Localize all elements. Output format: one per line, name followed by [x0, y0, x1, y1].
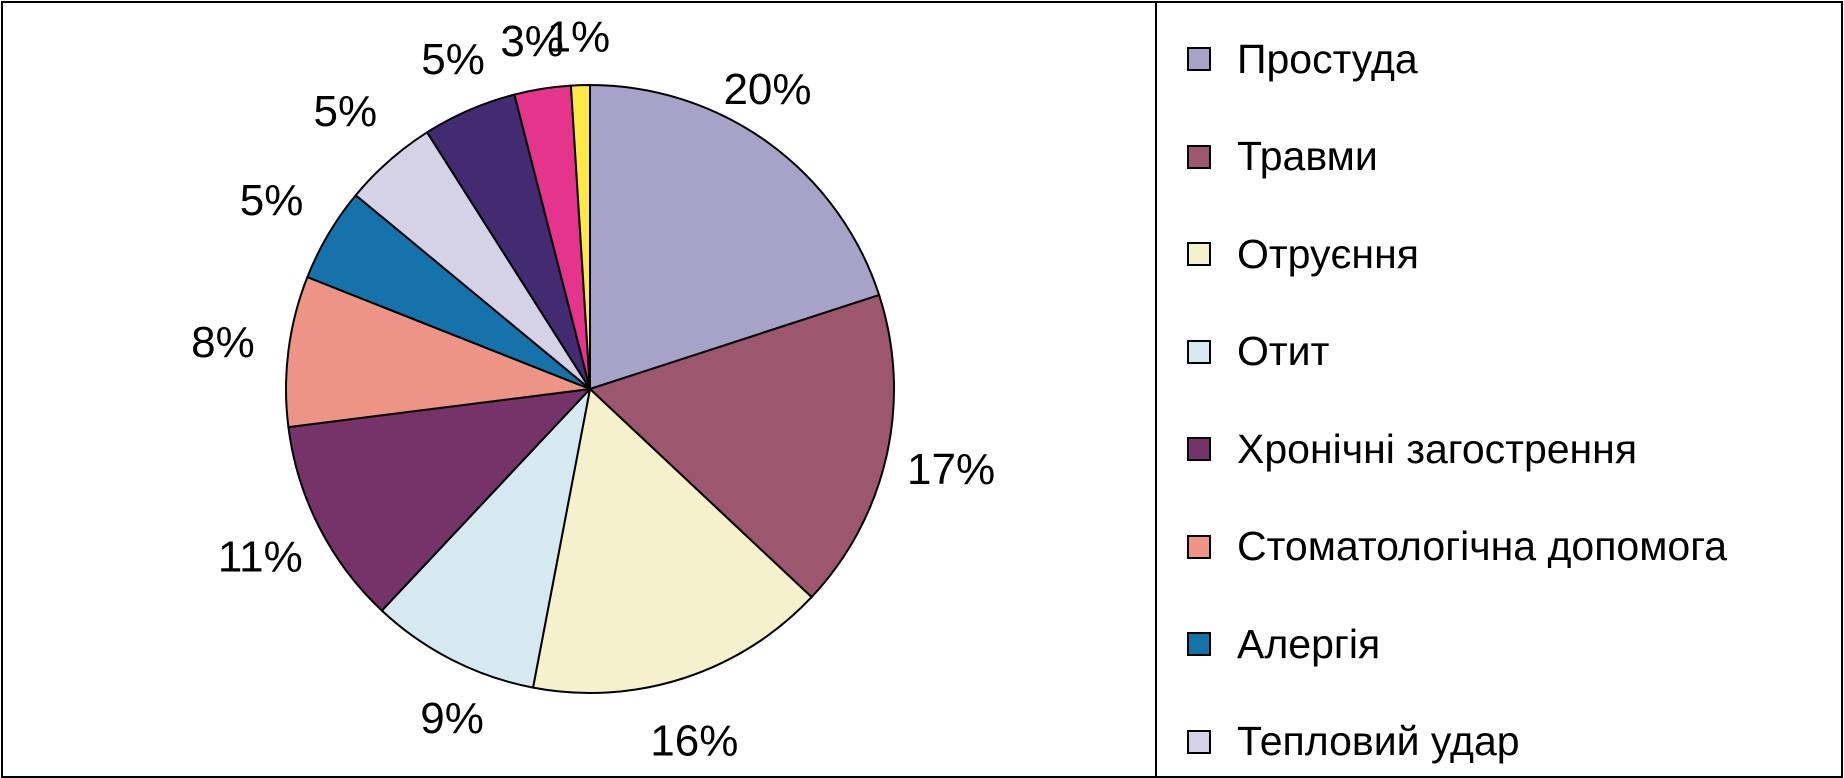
legend-swatch — [1187, 144, 1211, 169]
legend-label: Травми — [1237, 133, 1378, 179]
legend-swatch — [1187, 729, 1211, 754]
slice-label-5: 11% — [218, 532, 303, 581]
legend-item-7: Алергія — [1187, 619, 1380, 669]
slice-label-1: 20% — [723, 65, 811, 114]
legend-label: Алергія — [1237, 620, 1381, 667]
legend-swatch — [1187, 242, 1211, 266]
legend-item-6: Стоматологічна допомога — [1187, 522, 1727, 572]
slice-label-3: 16% — [650, 716, 738, 765]
pie-slice-2 — [589, 294, 895, 599]
pie-slice-11 — [569, 84, 591, 390]
pie-slice-4 — [380, 388, 591, 689]
legend-swatch — [1187, 47, 1211, 71]
legend-label: Стоматологічна допомога — [1237, 523, 1728, 569]
slice-label-2: 17% — [907, 445, 995, 494]
slice-label-8: 5% — [314, 87, 378, 136]
legend-label: Отит — [1237, 328, 1330, 374]
legend-swatch — [1187, 632, 1211, 656]
legend-label: Хронічні загострення — [1237, 425, 1638, 472]
slice-label-6: 8% — [191, 318, 255, 367]
slice-label-7: 5% — [240, 176, 304, 225]
legend: Простуда Травми Отруєння Отит Хронічні загос… — [1157, 3, 1841, 776]
legend-label: Простуда — [1237, 35, 1418, 82]
pie-slice-6 — [285, 276, 591, 429]
legend-item-1: Простуда — [1187, 34, 1418, 84]
legend-item-8: Тепловий удар — [1187, 717, 1520, 767]
legend-item-5: Хронічні загострення — [1187, 424, 1637, 474]
pie-chart: 20%17%16%9%11%8%5%5%5% 3%1% — [191, 13, 995, 766]
legend-swatch — [1187, 437, 1211, 461]
legend-swatch — [1187, 339, 1211, 364]
pie-slice-5 — [287, 388, 591, 612]
slice-label-11: 1% — [547, 13, 611, 62]
pie-slice-3 — [532, 388, 813, 694]
legend-label: Отруєння — [1237, 230, 1419, 277]
legend-item-2: Травми — [1187, 132, 1378, 182]
slice-label-4: 9% — [420, 694, 484, 743]
slice-label-9: 5% — [421, 35, 485, 84]
pie-slice-1 — [589, 84, 881, 390]
slice-label-10: 3% — [500, 17, 564, 66]
legend-label: Тепловий удар — [1237, 718, 1520, 764]
legend-swatch — [1187, 534, 1211, 559]
legend-item-3: Отруєння — [1187, 229, 1419, 279]
legend-item-4: Отит — [1187, 327, 1329, 377]
legend-divider — [1155, 3, 1157, 776]
